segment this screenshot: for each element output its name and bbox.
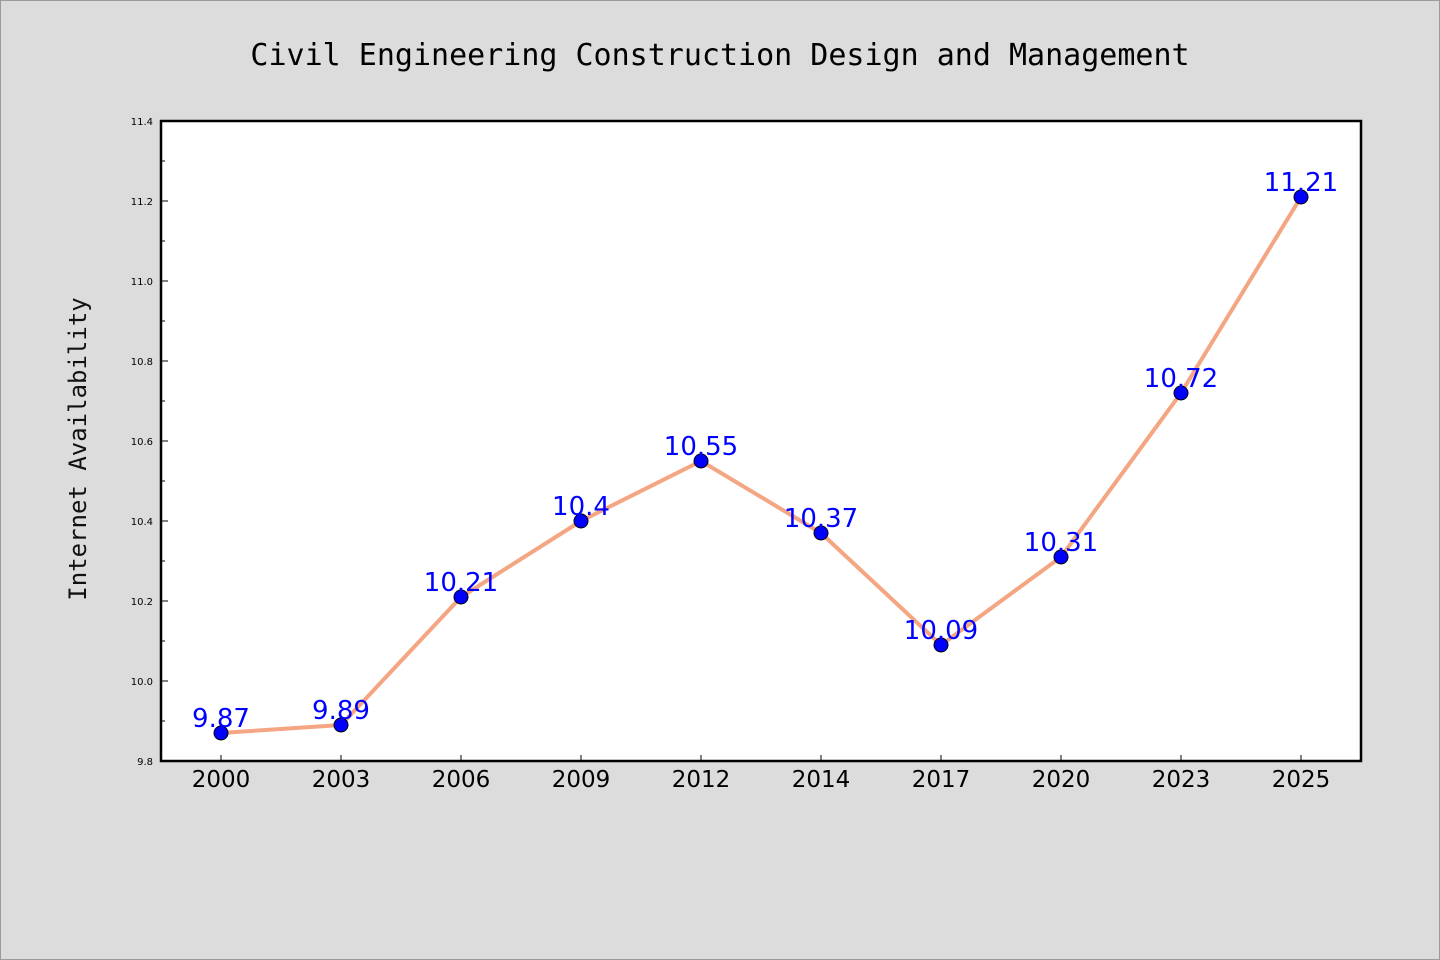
x-tick-label: 2009 (552, 767, 611, 793)
data-point (1053, 549, 1069, 565)
plot-area (159, 119, 1363, 763)
data-label: 10.09 (904, 616, 978, 646)
data-label: 10.55 (664, 432, 738, 462)
y-axis: 9.8 10.0 10.2 10.4 10.6 10.8 11.0 11.2 11.4 (131, 117, 168, 768)
data-label: 10.37 (784, 504, 858, 534)
series-line (220, 195, 1303, 735)
data-point (573, 513, 589, 529)
x-axis: 2000 2003 2006 2009 2012 2014 2017 2020 2023 2025 (192, 755, 1331, 793)
data-point (453, 589, 469, 605)
data-label: 10.4 (552, 492, 610, 522)
x-tick-label: 2012 (672, 767, 731, 793)
x-tick-label: 2014 (792, 767, 851, 793)
data-point (813, 525, 829, 541)
data-label: 10.72 (1144, 364, 1218, 394)
x-tick-label: 2017 (912, 767, 971, 793)
x-tick-label: 2020 (1032, 767, 1091, 793)
x-tick-label: 2006 (432, 767, 491, 793)
y-tick-label: 11.0 (131, 277, 153, 288)
x-tick-label: 2025 (1272, 767, 1331, 793)
data-label: 11.21 (1264, 168, 1338, 198)
y-tick-label: 11.2 (131, 197, 153, 208)
data-label: 10.31 (1024, 528, 1098, 558)
data-point (1293, 189, 1309, 205)
data-point (933, 637, 949, 653)
y-tick-label: 9.8 (137, 757, 153, 768)
y-tick-label: 11.4 (131, 117, 153, 128)
x-tick-label: 2000 (192, 767, 251, 793)
chart-title: Civil Engineering Construction Design an… (250, 38, 1189, 73)
data-point (693, 453, 709, 469)
series-markers (213, 189, 1309, 741)
y-tick-label: 10.2 (131, 597, 153, 608)
data-label: 10.21 (424, 568, 498, 598)
data-label: 9.89 (312, 696, 370, 726)
x-tick-label: 2023 (1152, 767, 1211, 793)
y-tick-label: 10.8 (131, 357, 153, 368)
y-tick-label: 10.0 (131, 677, 153, 688)
data-point (1173, 385, 1189, 401)
y-tick-label: 10.6 (131, 437, 153, 448)
y-tick-label: 10.4 (131, 517, 153, 528)
y-axis-label: Internet Availability (64, 297, 92, 600)
data-point (213, 725, 229, 741)
data-point (333, 717, 349, 733)
data-label: 9.87 (192, 704, 250, 734)
x-tick-label: 2003 (312, 767, 371, 793)
data-labels: 9.87 9.89 10.21 10.4 10.55 10.37 10.09 10.31 10.… (192, 168, 1338, 734)
